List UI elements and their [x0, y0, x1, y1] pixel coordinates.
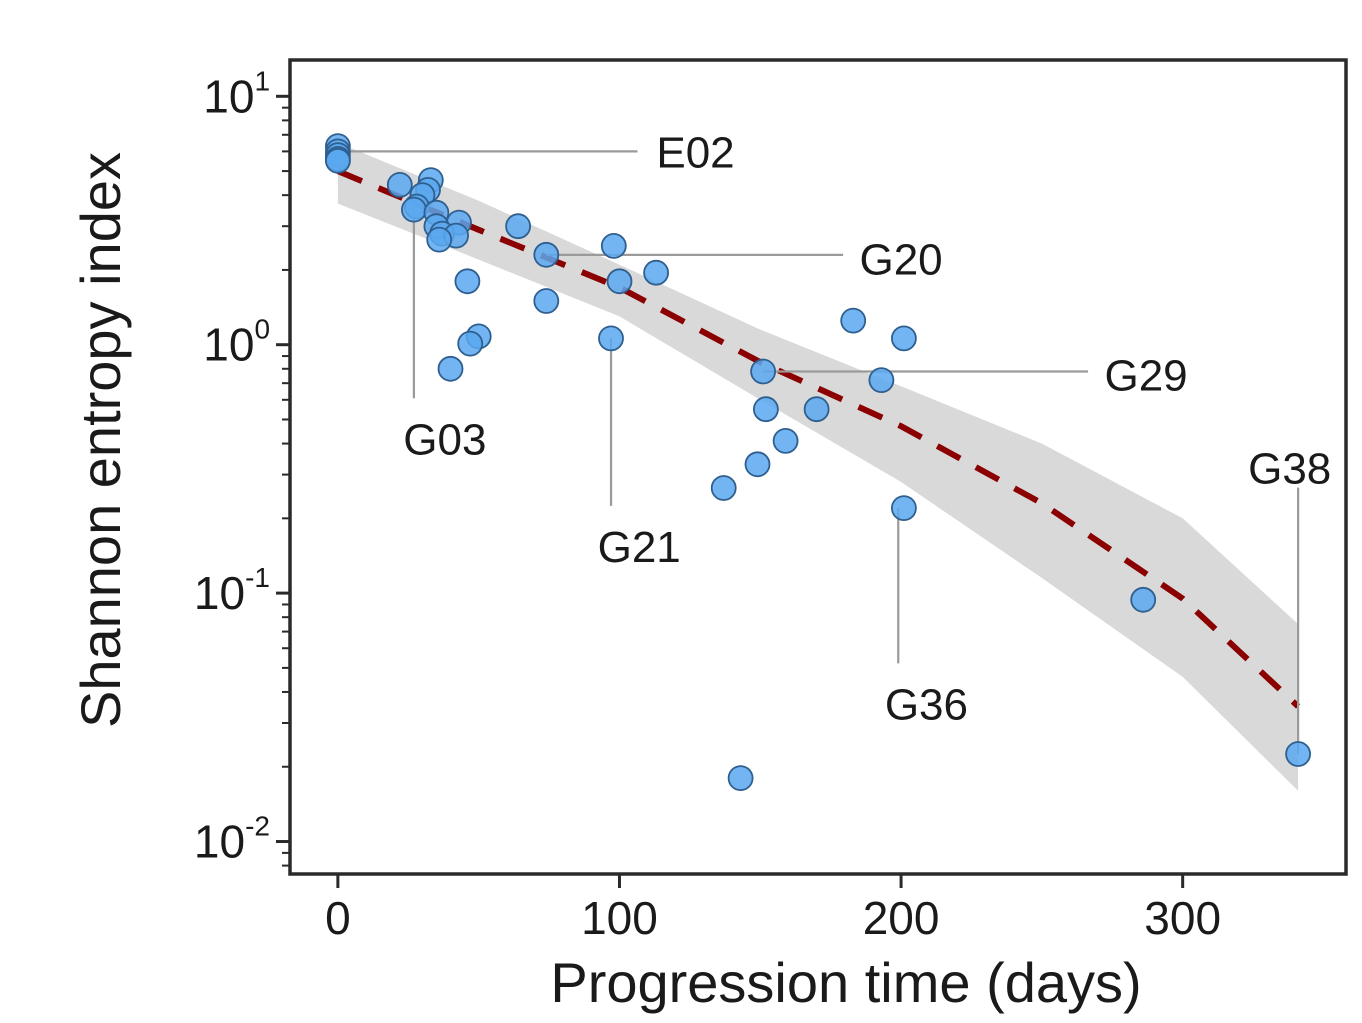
data-point [533, 241, 560, 268]
annotation-label-layer: E02 G20 G29 G03 G21 G36 G38 [403, 128, 1331, 729]
annotation-label-g20: G20 [859, 236, 942, 285]
data-point [750, 358, 776, 385]
data-point [744, 451, 771, 478]
y-axis-title: Shannon entropy index [69, 152, 132, 728]
data-point [643, 259, 669, 286]
data-point [891, 325, 917, 352]
data-point [803, 396, 830, 423]
y-tick-label: 100 [203, 314, 270, 371]
data-point [426, 226, 453, 253]
data-point [386, 171, 413, 198]
confidence-band-layer [337, 142, 1299, 791]
data-point [710, 475, 737, 501]
data-point [753, 396, 779, 423]
annotation-label-g03: G03 [403, 415, 486, 464]
y-tick-base: 10 [194, 816, 245, 868]
data-point [606, 268, 633, 295]
data-point [437, 355, 464, 382]
data-point [457, 330, 484, 357]
y-tick-exponent: -2 [245, 811, 270, 842]
data-point [1130, 586, 1157, 613]
data-point [454, 268, 481, 295]
x-tick-label: 0 [325, 892, 351, 944]
y-tick-base: 10 [194, 567, 245, 619]
y-tick-exponent: 0 [254, 314, 270, 345]
y-tick-base: 10 [203, 319, 254, 371]
y-tick-label: 101 [203, 65, 270, 122]
x-tick-label: 200 [863, 892, 940, 944]
confidence-band [337, 142, 1299, 791]
plot-frame [288, 58, 1348, 876]
data-point-layer [324, 133, 1311, 791]
annotation-leader-layer [337, 150, 1300, 755]
fit-line-layer [336, 168, 1301, 709]
x-tick-label: 100 [581, 892, 658, 944]
data-point [868, 367, 895, 394]
y-tick-label: 10-1 [194, 562, 270, 619]
y-tick-exponent: -1 [245, 562, 270, 593]
data-point [598, 325, 624, 352]
annotation-label-e02: E02 [656, 128, 734, 177]
data-point [772, 427, 799, 454]
annotation-label-g36: G36 [885, 680, 968, 729]
data-point [505, 213, 531, 240]
data-point [891, 495, 917, 522]
data-point [533, 288, 560, 314]
x-tick-label: 300 [1144, 892, 1221, 944]
annotation-label-g21: G21 [598, 523, 681, 572]
annotation-label-g38: G38 [1248, 445, 1331, 494]
data-point [600, 232, 627, 259]
y-tick-base: 10 [203, 70, 254, 122]
data-point [840, 307, 867, 334]
x-axis-title: Progression time (days) [550, 951, 1141, 1014]
y-tick-label: 10-2 [194, 811, 270, 868]
data-point [324, 147, 351, 174]
y-tick-exponent: 1 [254, 65, 270, 96]
annotation-label-g29: G29 [1104, 351, 1187, 400]
data-point [400, 196, 427, 223]
regression-fit-line [336, 168, 1301, 709]
data-point [727, 765, 754, 791]
data-point [1285, 741, 1311, 767]
